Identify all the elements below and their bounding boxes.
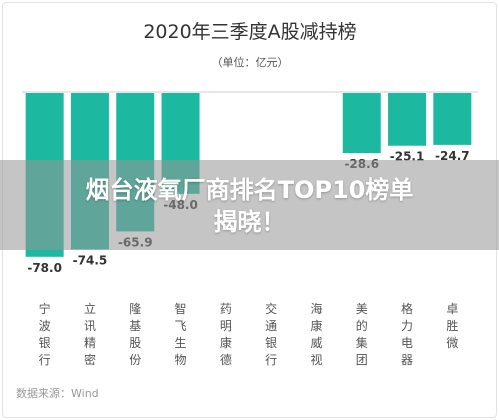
category-label: 隆基股份 (129, 301, 141, 367)
chart-title: 2020年三季度A股减持榜 (143, 21, 356, 43)
bar (388, 93, 427, 146)
category-label: 宁波银行 (39, 301, 51, 367)
value-label: -74.5 (73, 253, 108, 267)
overlay-line-1: 烟台液氧厂商排名TOP10榜单 (85, 176, 414, 204)
category-label: 海康威视 (310, 301, 322, 367)
category-label: 交通银行 (265, 301, 277, 367)
overlay-headline: 烟台液氧厂商排名TOP10榜单 揭晓！ (0, 174, 499, 238)
category-label: 立讯精密 (84, 301, 96, 367)
category-label: 智飞生物 (175, 301, 187, 367)
chart-subtitle: （单位：亿元） (212, 55, 289, 69)
source-note: 数据来源：Wind (16, 386, 99, 400)
bar (433, 93, 472, 145)
category-label: 美的集团 (356, 302, 368, 367)
category-label: 卓胜微 (446, 302, 458, 350)
bar (342, 93, 381, 154)
overlay-line-2: 揭晓！ (213, 208, 286, 236)
category-label: 格力电器 (401, 301, 413, 367)
value-label: -78.0 (27, 261, 62, 275)
category-label: 药明康德 (220, 302, 232, 367)
value-label: -24.7 (435, 149, 470, 163)
overlay-banner (0, 160, 499, 250)
